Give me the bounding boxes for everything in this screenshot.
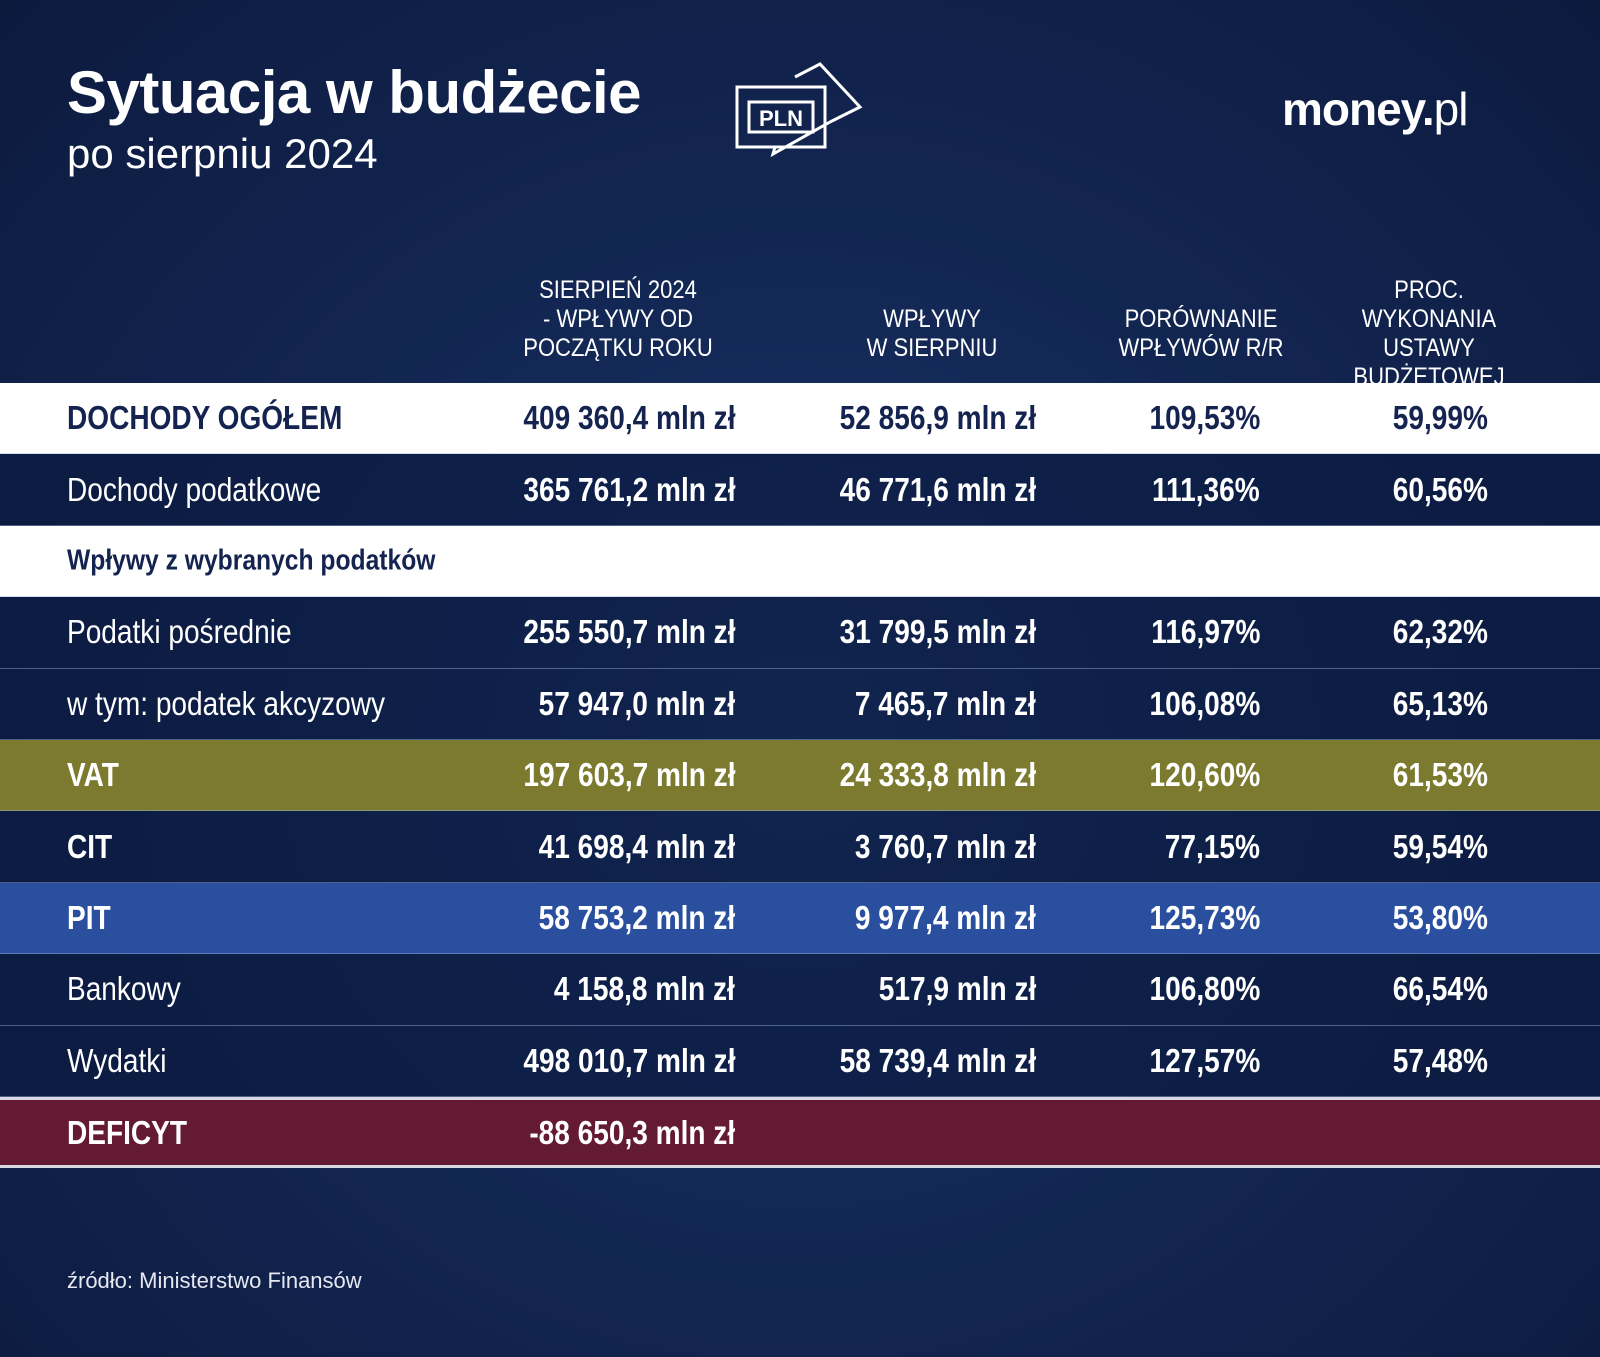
month-value: 52 856,9 mln zł	[839, 399, 1036, 437]
row-label: Podatki pośrednie	[67, 613, 292, 651]
row-label: Dochody podatkowe	[67, 470, 322, 508]
ytd-value: 58 753,2 mln zł	[538, 898, 735, 936]
table-row-deficit: DEFICYT -88 650,3 mln zł	[0, 1096, 1600, 1169]
row-label: CIT	[67, 827, 113, 865]
budget-table: DOCHODY OGÓŁEM 409 360,4 mln zł 52 856,9…	[0, 383, 1600, 1169]
month-value: 7 465,7 mln zł	[855, 684, 1036, 722]
exec-value: 61,53%	[1392, 756, 1488, 794]
table-row-cit: CIT 41 698,4 mln zł 3 760,7 mln zł 77,15…	[0, 811, 1600, 883]
row-label: VAT	[67, 756, 119, 794]
yoy-value: 111,36%	[1152, 470, 1260, 508]
row-label: Wydatki	[67, 1041, 167, 1079]
yoy-value: 116,97%	[1150, 613, 1260, 651]
ytd-value: 409 360,4 mln zł	[522, 399, 735, 437]
money-pl-logo: money.pl	[1282, 83, 1468, 135]
section-label: Wpływy z wybranych podatków	[67, 544, 436, 577]
row-label: PIT	[67, 898, 111, 936]
month-value: 24 333,8 mln zł	[839, 756, 1036, 794]
month-value: 58 739,4 mln zł	[839, 1041, 1036, 1079]
page-subtitle: po sierpniu 2024	[67, 130, 378, 177]
exec-value: 53,80%	[1392, 898, 1488, 936]
month-value: 9 977,4 mln zł	[855, 898, 1036, 936]
row-label: Bankowy	[67, 970, 181, 1008]
exec-value: 60,56%	[1392, 470, 1488, 508]
yoy-value: 109,53%	[1149, 399, 1260, 437]
table-row-vat: VAT 197 603,7 mln zł 24 333,8 mln zł 120…	[0, 739, 1600, 812]
yoy-value: 106,80%	[1149, 970, 1260, 1008]
ytd-value: 365 761,2 mln zł	[522, 470, 735, 508]
exec-value: 65,13%	[1392, 684, 1488, 722]
row-label: DOCHODY OGÓŁEM	[67, 399, 343, 437]
ytd-value: 41 698,4 mln zł	[538, 827, 735, 865]
table-row: Dochody podatkowe 365 761,2 mln zł 46 77…	[0, 454, 1600, 526]
table-row: DOCHODY OGÓŁEM 409 360,4 mln zł 52 856,9…	[0, 383, 1600, 455]
svg-text:PLN: PLN	[759, 106, 803, 131]
column-header-yoy: PORÓWNANIE WPŁYWÓW R/R	[1118, 305, 1284, 362]
exec-value: 57,48%	[1392, 1041, 1488, 1079]
ytd-value: 255 550,7 mln zł	[522, 613, 735, 651]
column-header-month: WPŁYWY W SIERPNIU	[866, 305, 998, 362]
banknote-icon: PLN	[735, 62, 863, 158]
exec-value: 59,54%	[1392, 827, 1488, 865]
exec-value: 66,54%	[1392, 970, 1488, 1008]
table-row: w tym: podatek akcyzowy 57 947,0 mln zł …	[0, 668, 1600, 740]
month-value: 31 799,5 mln zł	[839, 613, 1036, 651]
yoy-value: 120,60%	[1149, 756, 1260, 794]
source-note: źródło: Ministerstwo Finansów	[67, 1268, 362, 1293]
month-value: 3 760,7 mln zł	[855, 827, 1036, 865]
table-row: Wydatki 498 010,7 mln zł 58 739,4 mln zł…	[0, 1025, 1600, 1097]
exec-value: 59,99%	[1392, 399, 1488, 437]
ytd-value: 498 010,7 mln zł	[522, 1041, 735, 1079]
ytd-value: 197 603,7 mln zł	[522, 756, 735, 794]
table-row: Bankowy 4 158,8 mln zł 517,9 mln zł 106,…	[0, 954, 1600, 1026]
ytd-value: 57 947,0 mln zł	[538, 684, 735, 722]
yoy-value: 106,08%	[1149, 684, 1260, 722]
exec-value: 62,32%	[1392, 613, 1488, 651]
ytd-value: -88 650,3 mln zł	[529, 1113, 735, 1151]
column-header-exec: PROC. WYKONANIA USTAWY BUDŻETOWEJ	[1353, 276, 1505, 391]
section-row: Wpływy z wybranych podatków	[0, 525, 1600, 598]
month-value: 46 771,6 mln zł	[839, 470, 1036, 508]
row-label: DEFICYT	[67, 1113, 187, 1151]
month-value: 517,9 mln zł	[878, 970, 1036, 1008]
yoy-value: 77,15%	[1164, 827, 1260, 865]
table-row-pit: PIT 58 753,2 mln zł 9 977,4 mln zł 125,7…	[0, 882, 1600, 955]
ytd-value: 4 158,8 mln zł	[554, 970, 735, 1008]
column-header-ytd: SIERPIEŃ 2024 - WPŁYWY OD POCZĄTKU ROKU	[523, 276, 713, 362]
yoy-value: 125,73%	[1149, 898, 1260, 936]
table-row: Podatki pośrednie 255 550,7 mln zł 31 79…	[0, 597, 1600, 669]
row-label: w tym: podatek akcyzowy	[67, 684, 386, 722]
yoy-value: 127,57%	[1149, 1041, 1260, 1079]
page-title: Sytuacja w budżecie	[67, 59, 642, 126]
